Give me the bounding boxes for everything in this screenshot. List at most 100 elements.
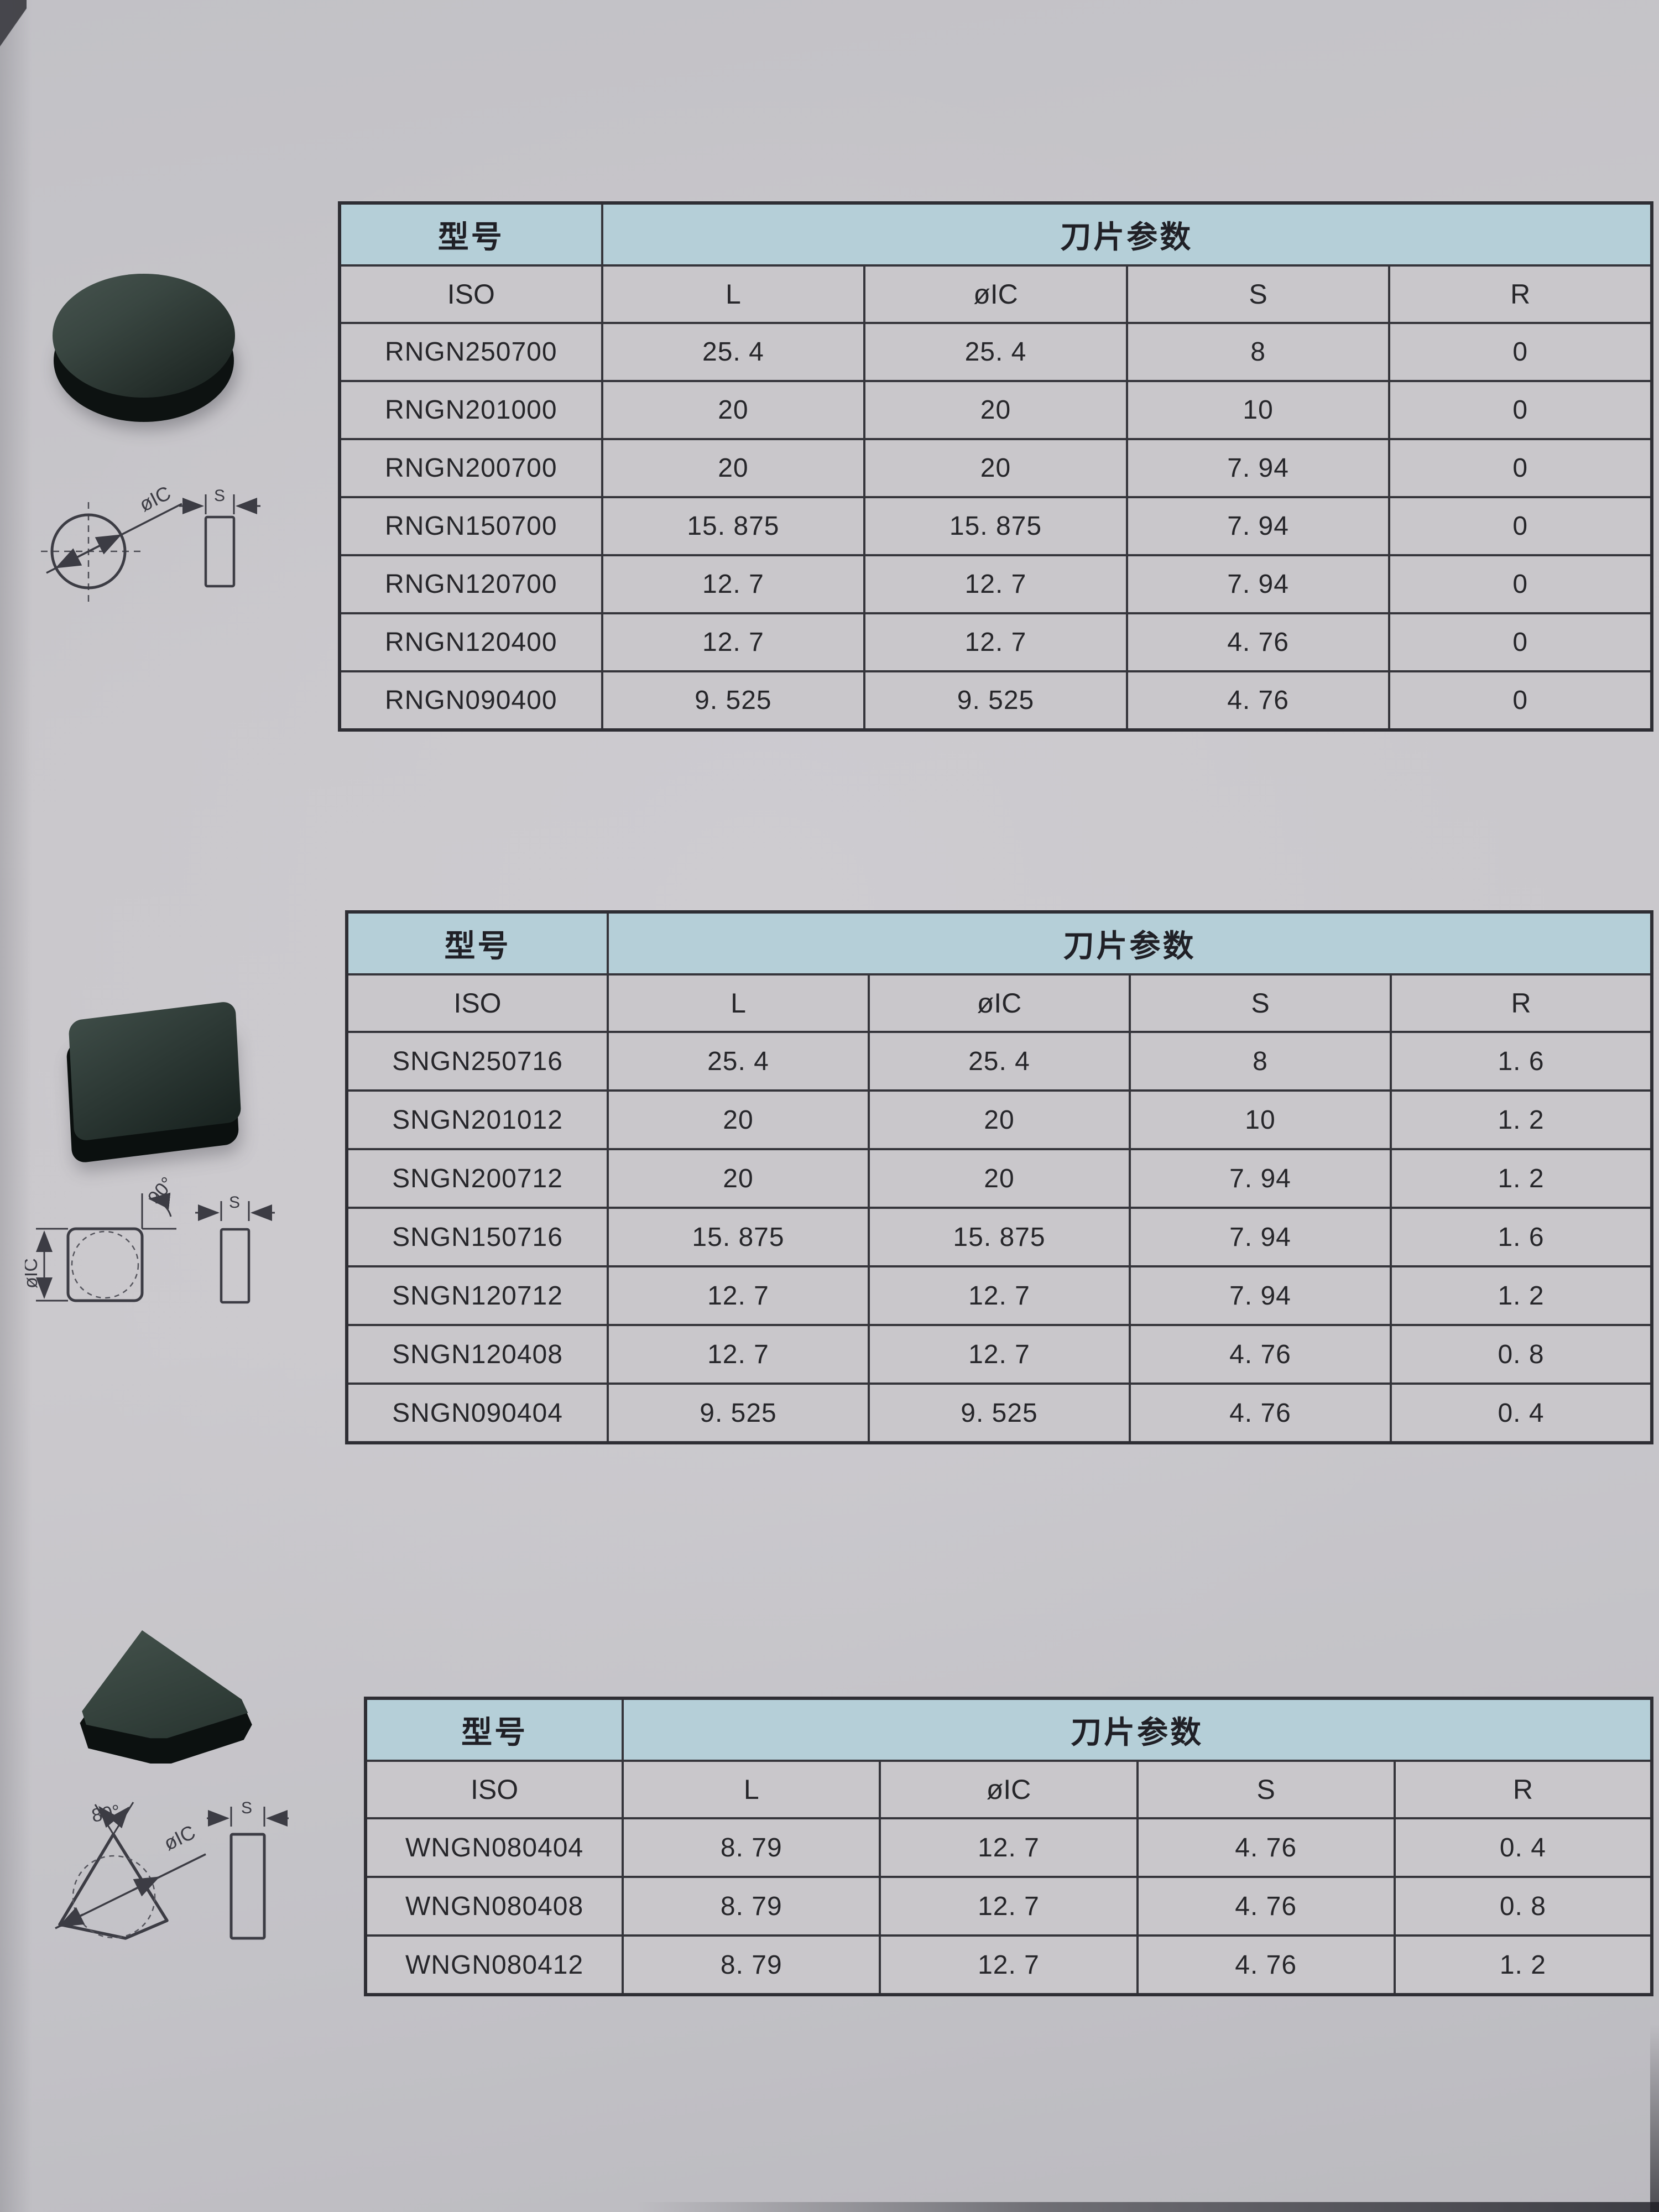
sngn-spec-table: 型号 刀片参数 ISO L øIC S R SNGN250716 25. 4 25.… (345, 910, 1653, 1444)
page-bottom-shadow (636, 2202, 1659, 2212)
value-cell: 0 (1388, 554, 1653, 614)
col-header-ic: øIC (863, 264, 1128, 324)
nose-angle-callout (94, 1802, 134, 1835)
value-cell: 20 (863, 380, 1128, 440)
model-cell: RNGN150700 (338, 496, 603, 556)
value-cell: 4. 76 (1136, 1817, 1396, 1878)
model-cell: SNGN250716 (346, 1031, 609, 1092)
table-row: SNGN201012 20 20 10 1. 2 (346, 1089, 1653, 1150)
value-cell: 1. 2 (1390, 1265, 1653, 1326)
round-insert-drawing: øIC S (41, 481, 260, 602)
table-row: SNGN090404 9. 525 9. 525 4. 76 0. 4 (346, 1383, 1653, 1444)
value-cell: 8. 79 (622, 1817, 881, 1878)
value-cell: 0 (1388, 438, 1653, 498)
col-header-l: L (607, 973, 870, 1033)
round-outline (50, 513, 127, 589)
value-cell: 20 (868, 1148, 1131, 1209)
page-left-shadow (0, 0, 32, 2212)
table-row: WNGN080404 8. 79 12. 7 4. 76 0. 4 (364, 1817, 1653, 1878)
inscribed-circle (72, 1855, 156, 1939)
model-header: 型号 (338, 202, 603, 267)
value-cell: 20 (868, 1089, 1131, 1150)
value-cell: 4. 76 (1129, 1383, 1392, 1444)
value-cell: 0. 8 (1393, 1876, 1653, 1937)
side-view-outline (204, 515, 236, 588)
col-header-l: L (601, 264, 866, 324)
thickness-label: S (229, 1193, 240, 1212)
table-header-row: 型号 刀片参数 (364, 1697, 1653, 1762)
value-cell: 9. 525 (868, 1383, 1131, 1444)
value-cell: 12. 7 (863, 612, 1128, 672)
model-cell: WNGN080412 (364, 1934, 624, 1996)
square-insert-drawing: øIC 90° S (25, 1173, 275, 1304)
value-cell: 0 (1388, 612, 1653, 672)
col-header-r: R (1393, 1760, 1653, 1819)
value-cell: 12. 7 (879, 1817, 1139, 1878)
value-cell: 25. 4 (607, 1031, 870, 1092)
round-insert-photo (53, 274, 235, 422)
value-cell: 12. 7 (601, 554, 866, 614)
table-row: RNGN090400 9. 525 9. 525 4. 76 0 (338, 670, 1653, 731)
value-cell: 20 (601, 380, 866, 440)
thickness-dimension (207, 1807, 289, 1827)
value-cell: 20 (607, 1089, 870, 1150)
model-cell: RNGN201000 (338, 380, 603, 440)
value-cell: 12. 7 (607, 1324, 870, 1385)
value-cell: 0 (1388, 670, 1653, 731)
value-cell: 4. 76 (1136, 1934, 1396, 1996)
model-cell: SNGN150716 (346, 1207, 609, 1267)
table-row: RNGN201000 20 20 10 0 (338, 380, 1653, 440)
nose-angle-label: 80° (90, 1801, 122, 1827)
table-row: SNGN200712 20 20 7. 94 1. 2 (346, 1148, 1653, 1209)
value-cell: 1. 2 (1390, 1148, 1653, 1209)
inscribed-circle (71, 1230, 139, 1299)
value-cell: 25. 4 (868, 1031, 1131, 1092)
model-cell: WNGN080404 (364, 1817, 624, 1878)
thickness-dimension (179, 494, 260, 514)
thickness-label: S (241, 1800, 252, 1817)
col-header-s: S (1129, 973, 1392, 1033)
value-cell: 15. 875 (601, 496, 866, 556)
diameter-dimension (46, 503, 182, 574)
model-cell: SNGN120712 (346, 1265, 609, 1326)
col-header-iso: ISO (364, 1760, 624, 1819)
model-cell: SNGN200712 (346, 1148, 609, 1209)
column-header-row: ISO L øIC S R (346, 973, 1653, 1033)
params-header: 刀片参数 (607, 911, 1653, 975)
value-cell: 8 (1129, 1031, 1392, 1092)
model-cell: WNGN080408 (364, 1876, 624, 1937)
square-insert-top-face (68, 1000, 242, 1142)
value-cell: 7. 94 (1125, 496, 1391, 556)
value-cell: 1. 2 (1390, 1089, 1653, 1150)
side-view-outline (220, 1228, 251, 1304)
diameter-label: øIC (25, 1258, 41, 1288)
model-header: 型号 (346, 911, 609, 975)
col-header-iso: ISO (346, 973, 609, 1033)
params-header: 刀片参数 (601, 202, 1653, 267)
side-view-outline (229, 1833, 266, 1940)
thickness-label: S (214, 487, 225, 505)
value-cell: 8 (1125, 322, 1391, 382)
value-cell: 4. 76 (1129, 1324, 1392, 1385)
value-cell: 7. 94 (1125, 438, 1391, 498)
table-row: SNGN120408 12. 7 12. 7 4. 76 0. 8 (346, 1324, 1653, 1385)
value-cell: 12. 7 (601, 612, 866, 672)
thickness-dimension (195, 1201, 275, 1221)
table-row: SNGN150716 15. 875 15. 875 7. 94 1. 6 (346, 1207, 1653, 1267)
value-cell: 12. 7 (863, 554, 1128, 614)
col-header-s: S (1136, 1760, 1396, 1819)
value-cell: 9. 525 (607, 1383, 870, 1444)
square-insert-photo (60, 1000, 262, 1164)
diameter-dimension (36, 1228, 68, 1302)
corner-angle-label: 90° (144, 1173, 178, 1208)
value-cell: 7. 94 (1129, 1148, 1392, 1209)
value-cell: 25. 4 (863, 322, 1128, 382)
col-header-r: R (1390, 973, 1653, 1033)
value-cell: 0 (1388, 380, 1653, 440)
value-cell: 7. 94 (1125, 554, 1391, 614)
table-row: RNGN200700 20 20 7. 94 0 (338, 438, 1653, 498)
table-row: SNGN120712 12. 7 12. 7 7. 94 1. 2 (346, 1265, 1653, 1326)
value-cell: 1. 2 (1393, 1934, 1653, 1996)
params-header: 刀片参数 (622, 1697, 1653, 1762)
